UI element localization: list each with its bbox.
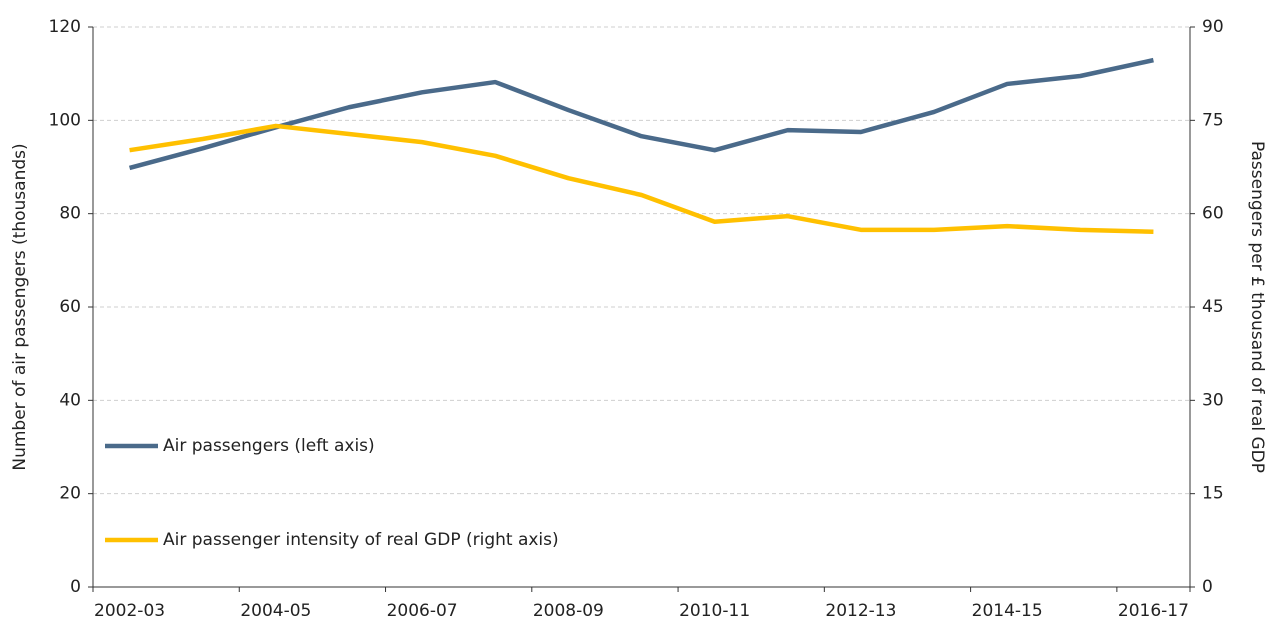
x-tick-label: 2008-09 [533, 601, 604, 621]
y-tick-label: 100 [49, 110, 81, 130]
x-tick-label: 2002-03 [94, 601, 165, 621]
legend-label: Air passengers (left axis) [163, 436, 375, 456]
y-tick-label: 40 [59, 390, 81, 410]
x-tick-label: 2010-11 [679, 601, 750, 621]
y2-tick-label: 45 [1202, 297, 1224, 317]
y2-tick-label: 75 [1202, 110, 1224, 130]
series-line [128, 57, 1154, 171]
y2-tick-label: 60 [1202, 204, 1224, 224]
y-tick-label: 20 [59, 484, 81, 504]
y2-tick-label: 30 [1202, 390, 1224, 410]
y2-axis-label: Passengers per £ thousand of real GDP [1247, 141, 1267, 473]
y2-tick-label: 15 [1202, 484, 1224, 504]
x-tick-label: 2016-17 [1118, 601, 1189, 621]
series-line [129, 123, 1154, 234]
legend-label: Air passenger intensity of real GDP (rig… [163, 530, 559, 550]
y2-tick-label: 90 [1202, 17, 1224, 37]
y-axis-label: Number of air passengers (thousands) [10, 143, 30, 470]
y-tick-label: 80 [59, 204, 81, 224]
y2-tick-label: 0 [1202, 577, 1213, 597]
x-tick-label: 2012-13 [825, 601, 896, 621]
x-tick-label: 2004-05 [240, 601, 311, 621]
y-tick-label: 120 [49, 17, 81, 37]
y-tick-label: 0 [70, 577, 81, 597]
y-tick-label: 60 [59, 297, 81, 317]
x-tick-label: 2006-07 [387, 601, 458, 621]
x-tick-label: 2014-15 [972, 601, 1043, 621]
